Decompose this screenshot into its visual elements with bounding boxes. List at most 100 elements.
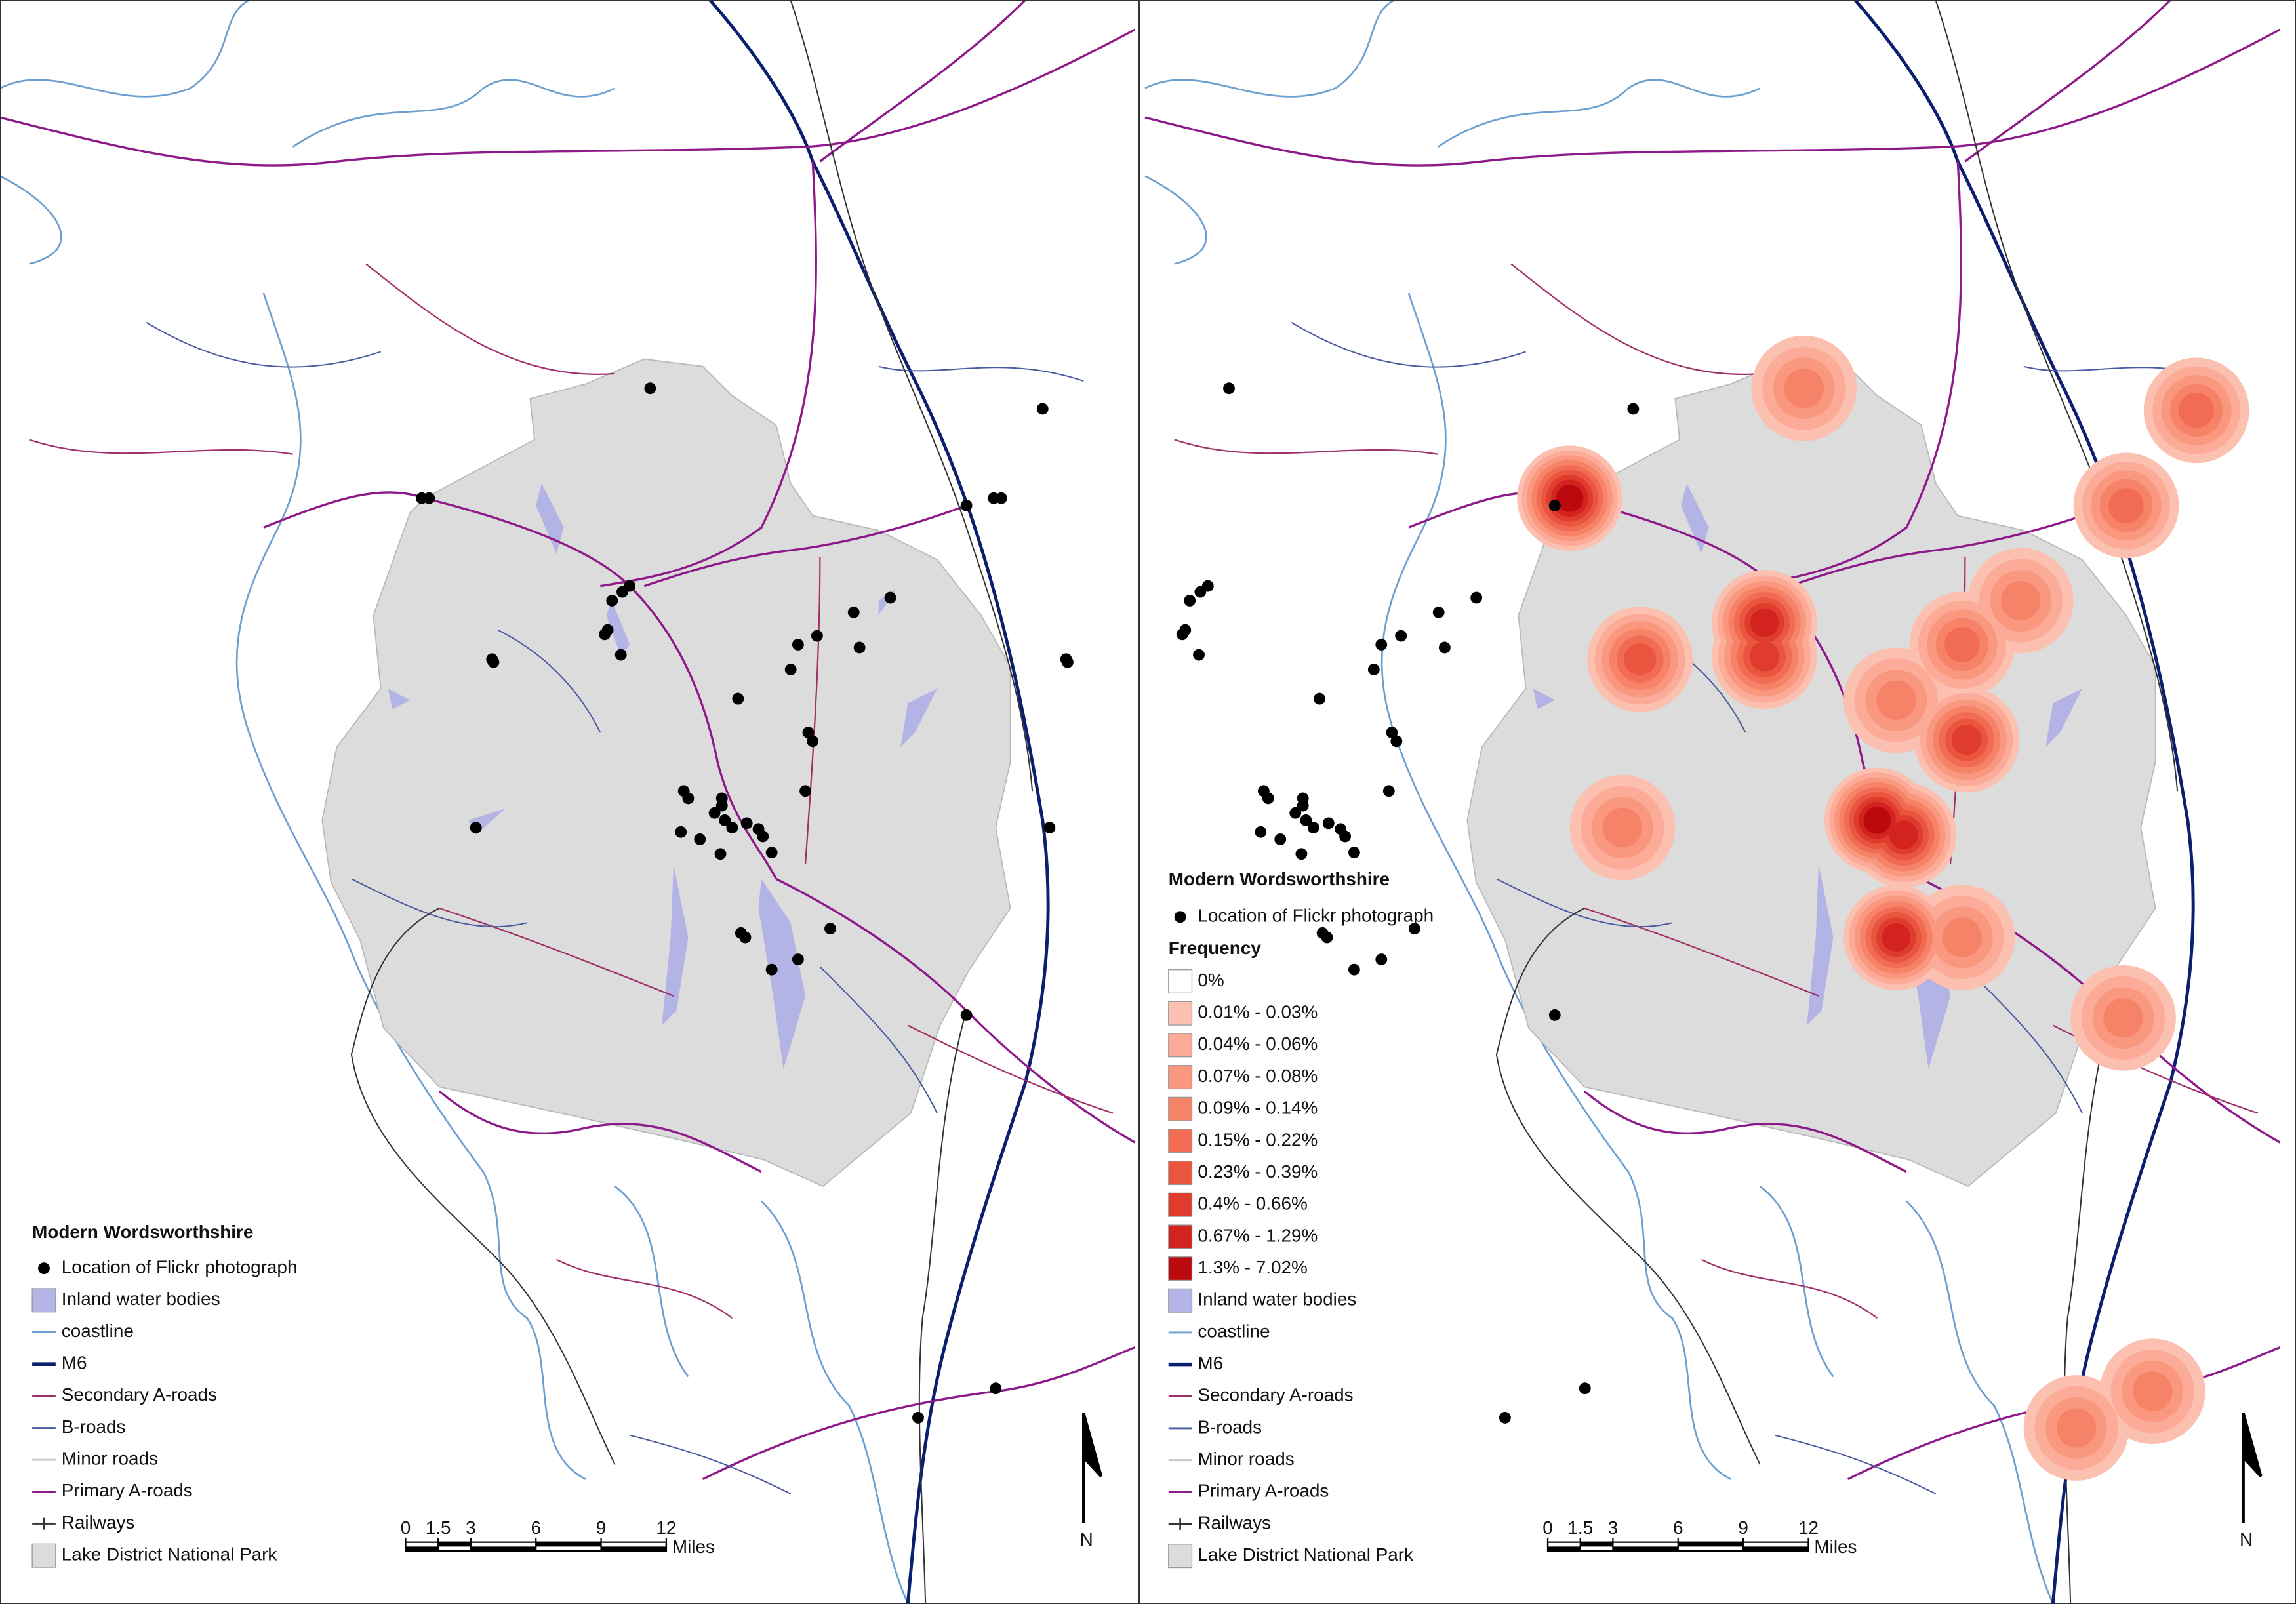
photo-point bbox=[960, 499, 973, 511]
legend-label: Lake District National Park bbox=[1198, 1544, 1413, 1565]
legend-label: 0.23% - 0.39% bbox=[1198, 1161, 1318, 1182]
photo-point bbox=[960, 1009, 973, 1021]
legend-title: Modern Wordsworthshire bbox=[1169, 869, 1390, 889]
legend-label: 0% bbox=[1198, 970, 1224, 990]
heat-ring bbox=[1876, 680, 1916, 720]
photo-point bbox=[1438, 641, 1451, 654]
photo-point bbox=[682, 792, 695, 805]
heat-ring bbox=[2001, 580, 2041, 621]
photo-point bbox=[1262, 792, 1274, 805]
scale-tick-label: 1.5 bbox=[1567, 1517, 1593, 1538]
legend-label: Railways bbox=[62, 1512, 135, 1533]
legend-label: Location of Flickr photograph bbox=[1198, 906, 1434, 926]
photo-point bbox=[1499, 1411, 1511, 1424]
photo-point bbox=[1193, 649, 1205, 661]
photo-points bbox=[416, 382, 1640, 1424]
legend-symbol bbox=[1168, 1033, 1193, 1058]
photo-point bbox=[1184, 595, 1196, 607]
legend-symbol bbox=[31, 1288, 56, 1313]
heat-ring bbox=[1951, 725, 1982, 755]
scale-tick-label: 9 bbox=[596, 1517, 607, 1538]
scale-bar-segment bbox=[438, 1542, 471, 1547]
photo-point bbox=[1627, 403, 1640, 415]
photo-point bbox=[739, 931, 752, 944]
legend-label: Inland water bodies bbox=[62, 1289, 220, 1309]
legend-label: 0.07% - 0.08% bbox=[1198, 1066, 1318, 1086]
legend-symbol bbox=[1168, 1001, 1193, 1026]
heat-ring bbox=[2133, 1371, 2173, 1411]
legend-label: Location of Flickr photograph bbox=[62, 1257, 298, 1277]
photo-point bbox=[1289, 807, 1302, 819]
heat-ring bbox=[1749, 641, 1780, 672]
north-label: N bbox=[1080, 1529, 1093, 1550]
legend-symbol bbox=[1168, 1161, 1193, 1186]
photo-point bbox=[1548, 1009, 1561, 1021]
scale-bar-segment bbox=[470, 1546, 536, 1552]
photo-point bbox=[757, 830, 769, 843]
photo-point bbox=[1321, 931, 1333, 944]
legend-symbol bbox=[1168, 969, 1193, 994]
legend-label: Primary A-roads bbox=[1198, 1481, 1329, 1501]
scale-bar-segment bbox=[1613, 1546, 1678, 1552]
photo-point bbox=[799, 785, 811, 797]
photo-point bbox=[1548, 499, 1561, 511]
scale-bar-segment bbox=[601, 1546, 666, 1552]
heat-ring bbox=[1882, 923, 1911, 952]
photo-point bbox=[714, 848, 727, 860]
photo-point bbox=[792, 953, 804, 965]
photo-point bbox=[1408, 923, 1420, 935]
photo-point bbox=[853, 641, 866, 654]
photo-point bbox=[1382, 785, 1395, 797]
photo-point bbox=[1390, 735, 1403, 748]
photo-point bbox=[599, 628, 611, 641]
photo-point bbox=[1176, 628, 1188, 641]
legend-label: 1.3% - 7.02% bbox=[1198, 1257, 1307, 1277]
photo-point bbox=[1255, 826, 1267, 838]
scale-tick-label: 6 bbox=[1673, 1517, 1683, 1538]
legend-symbol bbox=[1168, 1288, 1193, 1313]
legend-symbol bbox=[1168, 1544, 1193, 1569]
photo-point bbox=[740, 817, 753, 830]
photo-point bbox=[1386, 727, 1398, 738]
scale-tick-label: 9 bbox=[1738, 1517, 1748, 1538]
legend-label: 0.09% - 0.14% bbox=[1198, 1098, 1318, 1118]
legend-label: Minor roads bbox=[1198, 1449, 1294, 1469]
heat-ring bbox=[1602, 807, 1643, 848]
legend-label: 0.15% - 0.22% bbox=[1198, 1129, 1318, 1150]
photo-point bbox=[811, 630, 823, 642]
photo-point bbox=[1223, 382, 1235, 395]
legend-symbol bbox=[1168, 1256, 1193, 1281]
legend-label: Minor roads bbox=[62, 1449, 158, 1469]
legend-label: B-roads bbox=[1198, 1416, 1262, 1437]
heat-layer bbox=[1517, 335, 2249, 1481]
frequency-title: Frequency bbox=[1169, 938, 1262, 958]
photo-point bbox=[765, 847, 778, 858]
scale-tick-label: 0 bbox=[1542, 1517, 1553, 1538]
legend-symbol bbox=[1168, 1065, 1193, 1090]
legend-label: Secondary A-roads bbox=[62, 1384, 217, 1405]
legend-label: 0.67% - 1.29% bbox=[1198, 1225, 1318, 1245]
legend-label: Primary A-roads bbox=[62, 1480, 193, 1500]
legend-label: Inland water bodies bbox=[1198, 1289, 1356, 1310]
photo-point bbox=[1322, 817, 1335, 830]
photo-point bbox=[1375, 639, 1388, 651]
legend-label: B-roads bbox=[62, 1416, 126, 1437]
photo-point bbox=[726, 822, 738, 834]
legend-symbol bbox=[1168, 1224, 1193, 1249]
photo-point bbox=[694, 833, 706, 845]
heat-ring bbox=[1784, 369, 1824, 409]
photo-point bbox=[1036, 403, 1049, 415]
scale-bar-segment bbox=[1678, 1542, 1744, 1547]
photo-point bbox=[675, 826, 687, 838]
photo-point bbox=[990, 1382, 1002, 1395]
legend-symbol bbox=[1168, 1129, 1193, 1153]
photo-point bbox=[487, 656, 500, 668]
photo-point bbox=[792, 639, 804, 651]
scale-bar-segment bbox=[536, 1542, 601, 1547]
legend-label: coastline bbox=[1198, 1321, 1270, 1341]
scale-tick-label: 3 bbox=[1608, 1517, 1619, 1538]
photo-point bbox=[1297, 799, 1309, 812]
legends: Modern Wordsworthshire Location of Flickr… bbox=[31, 869, 2263, 1569]
photo-point bbox=[715, 799, 728, 812]
